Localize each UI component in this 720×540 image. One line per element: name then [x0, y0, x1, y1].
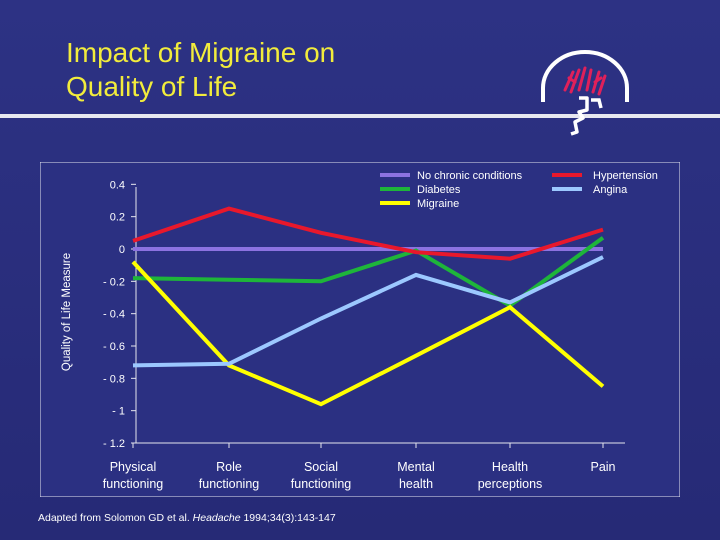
- y-tick-label: - 1: [112, 406, 125, 418]
- title-line-1: Impact of Migraine on: [66, 37, 336, 68]
- logo-neck: [591, 98, 603, 109]
- line-chart: 0.4 0.2 0 - 0.2 - 0.4 - 0.6 - 0.8 - 1 - 1.2 Physi…: [40, 162, 680, 497]
- title-line-2: Quality of Life: [66, 71, 238, 102]
- citation-prefix: Adapted from Solomon GD et al.: [38, 512, 193, 524]
- y-tick-label: - 1.2: [103, 438, 125, 450]
- slide-title: Impact of Migraine on Quality of Life: [66, 36, 335, 104]
- series-line-migraine: [131, 260, 605, 407]
- series-line-angina: [132, 255, 604, 368]
- x-tick-label: Role: [216, 460, 242, 474]
- series-line-hypertension: [132, 206, 604, 261]
- y-tick-label: - 0.8: [103, 373, 125, 385]
- x-tick-label: Health: [492, 460, 528, 474]
- x-tick-label: functioning: [291, 477, 352, 491]
- legend-label: Migraine: [417, 198, 459, 210]
- y-tick-label: 0.2: [110, 212, 125, 224]
- logo-face-profile: [570, 96, 589, 136]
- x-tick-label: Social: [304, 460, 338, 474]
- legend-label: Diabetes: [417, 184, 461, 196]
- logo-pain-marks: [563, 66, 607, 96]
- logo-head-outline: [541, 50, 629, 102]
- y-tick-label: - 0.6: [103, 341, 125, 353]
- x-tick-label: health: [399, 477, 433, 491]
- y-tick-label: 0: [119, 244, 125, 256]
- citation-journal: Headache: [192, 512, 241, 524]
- title-divider: [0, 114, 720, 118]
- x-tick-label: Physical: [110, 460, 157, 474]
- x-tick-label: functioning: [103, 477, 164, 491]
- citation: Adapted from Solomon GD et al. Headache …: [38, 512, 336, 524]
- y-axis-label: Quality of Life Measure: [61, 253, 73, 371]
- x-tick-label: functioning: [199, 477, 260, 491]
- y-tick-label: - 0.4: [103, 309, 125, 321]
- migraine-head-logo-icon: [541, 50, 629, 136]
- y-tick-label: - 0.2: [103, 276, 125, 288]
- y-tick-label: 0.4: [110, 179, 125, 191]
- citation-suffix: 1994;34(3):143-147: [240, 512, 336, 524]
- legend-label: Hypertension: [593, 170, 658, 182]
- chart-frame: [40, 162, 680, 497]
- x-tick-label: perceptions: [478, 477, 543, 491]
- legend-label: Angina: [593, 184, 628, 196]
- x-tick-label: Mental: [397, 460, 435, 474]
- legend-label: No chronic conditions: [417, 170, 523, 182]
- x-tick-label: Pain: [590, 460, 615, 474]
